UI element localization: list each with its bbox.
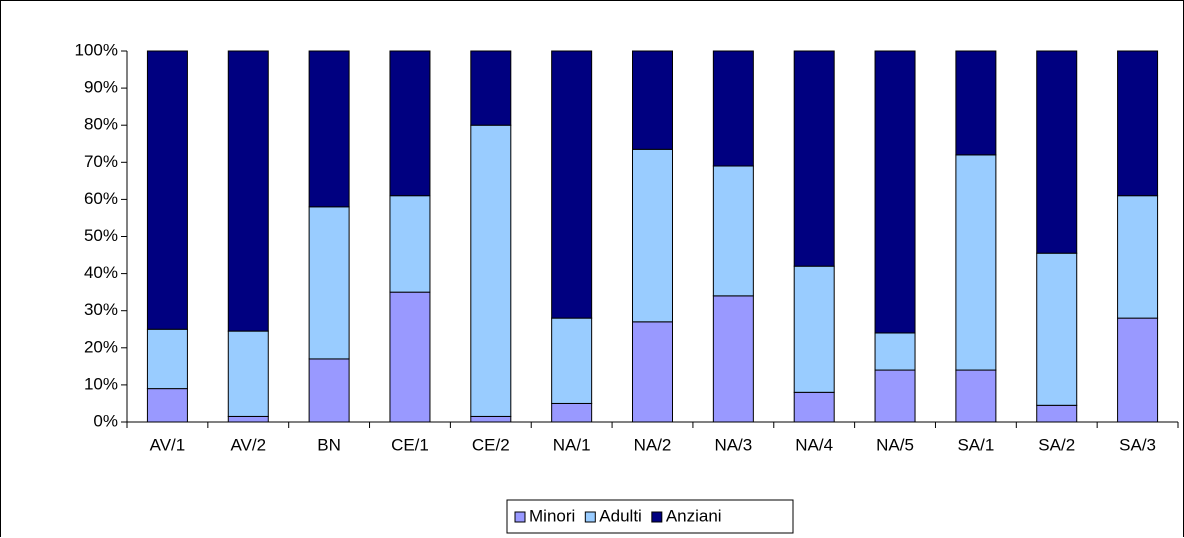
y-tick-label: 100% bbox=[75, 40, 118, 59]
y-tick-label: 90% bbox=[84, 78, 118, 97]
bar-segment bbox=[389, 195, 431, 293]
bar-segment bbox=[470, 50, 512, 126]
x-tick-label: NA/5 bbox=[876, 435, 914, 454]
bar-segment bbox=[793, 265, 835, 393]
bar-segment bbox=[955, 50, 997, 156]
bar-segment bbox=[389, 291, 431, 423]
bar-segment bbox=[227, 415, 269, 423]
bar-segment bbox=[1117, 195, 1159, 319]
y-tick-label: 40% bbox=[84, 263, 118, 282]
bar-segment bbox=[470, 415, 512, 423]
bar-segment bbox=[227, 330, 269, 417]
bar-segment bbox=[874, 332, 916, 371]
y-tick-label: 20% bbox=[84, 337, 118, 356]
y-tick-label: 30% bbox=[84, 300, 118, 319]
legend-box bbox=[506, 499, 794, 534]
bar-segment bbox=[146, 328, 188, 390]
y-tick-label: 60% bbox=[84, 189, 118, 208]
bar-segment bbox=[551, 402, 593, 423]
y-tick-label: 0% bbox=[93, 411, 118, 430]
x-tick-label: AV/2 bbox=[230, 435, 266, 454]
legend-swatch bbox=[514, 511, 526, 523]
bar-segment bbox=[551, 50, 593, 319]
x-tick-label: CE/1 bbox=[391, 435, 429, 454]
y-tick-label: 10% bbox=[84, 374, 118, 393]
legend-label: Minori bbox=[529, 506, 575, 525]
bar-segment bbox=[146, 388, 188, 423]
legend-label: Adulti bbox=[599, 506, 642, 525]
bar-segment bbox=[793, 50, 835, 267]
y-tick-label: 50% bbox=[84, 226, 118, 245]
bar-segment bbox=[874, 369, 916, 423]
x-tick-label: NA/2 bbox=[634, 435, 672, 454]
bar-segment bbox=[470, 124, 512, 417]
bar-segment bbox=[793, 391, 835, 423]
x-tick-label: NA/3 bbox=[714, 435, 752, 454]
bar-segment bbox=[955, 154, 997, 371]
bar-segment bbox=[712, 295, 754, 423]
legend-swatch bbox=[651, 511, 663, 523]
x-tick-label: NA/1 bbox=[553, 435, 591, 454]
bar-segment bbox=[712, 165, 754, 297]
x-tick-label: SA/2 bbox=[1038, 435, 1075, 454]
bar-segment bbox=[1036, 404, 1078, 423]
bar-segment bbox=[632, 321, 673, 423]
bar-segment bbox=[308, 50, 350, 208]
bar-segment bbox=[308, 206, 350, 360]
bar-segment bbox=[389, 50, 431, 197]
bar-segment bbox=[712, 50, 754, 167]
bar-segment bbox=[227, 50, 269, 332]
x-tick-label: CE/2 bbox=[472, 435, 510, 454]
legend-label: Anziani bbox=[666, 506, 722, 525]
x-tick-label: BN bbox=[317, 435, 341, 454]
legend-swatch bbox=[584, 511, 596, 523]
bar-segment bbox=[1036, 252, 1078, 406]
bar-segment bbox=[1036, 50, 1078, 254]
bar-segment bbox=[632, 148, 673, 323]
bar-segment bbox=[551, 317, 593, 404]
bar-segment bbox=[874, 50, 916, 334]
y-tick-label: 80% bbox=[84, 115, 118, 134]
x-tick-label: NA/4 bbox=[795, 435, 833, 454]
y-tick-label: 70% bbox=[84, 152, 118, 171]
x-tick-label: AV/1 bbox=[150, 435, 186, 454]
bar-segment bbox=[955, 369, 997, 423]
bar-segment bbox=[308, 358, 350, 423]
x-tick-label: SA/1 bbox=[957, 435, 994, 454]
x-tick-label: SA/3 bbox=[1119, 435, 1156, 454]
bar-segment bbox=[1117, 317, 1159, 423]
bar-segment bbox=[1117, 50, 1159, 197]
bar-segment bbox=[632, 50, 673, 150]
bar-segment bbox=[146, 50, 188, 330]
